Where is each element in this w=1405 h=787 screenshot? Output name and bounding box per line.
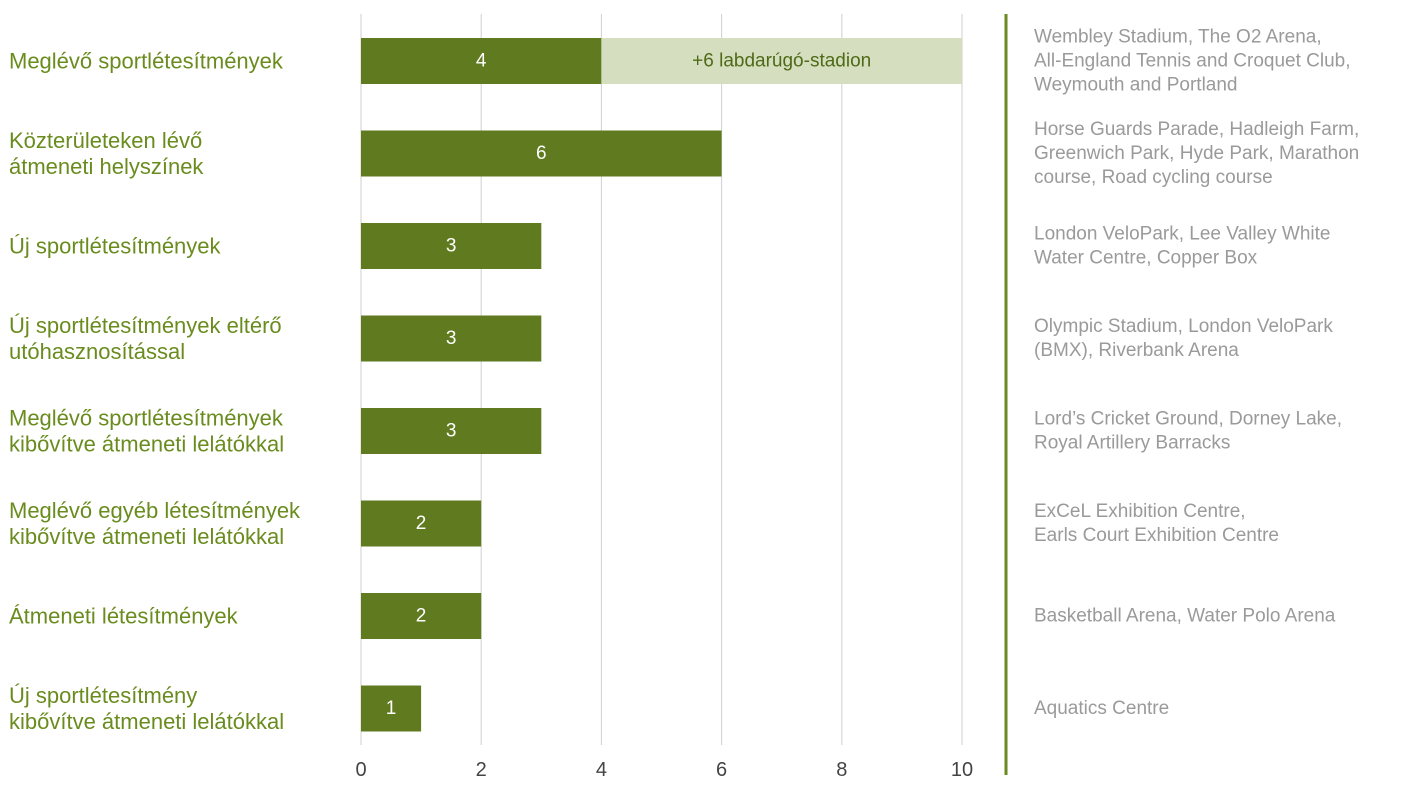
venue-note-line: (BMX), Riverbank Arena bbox=[1034, 340, 1239, 361]
venue-note: Aquatics Centre bbox=[1034, 698, 1169, 719]
x-tick-label: 6 bbox=[716, 759, 727, 781]
category-label-line: Új sportlétesítmény bbox=[9, 683, 197, 708]
bar-value-label: 6 bbox=[536, 143, 547, 164]
category-label: Átmeneti létesítmények bbox=[9, 604, 239, 629]
venue-notes: Wembley Stadium, The O2 Arena, All-Englan… bbox=[1034, 27, 1359, 720]
bar bbox=[361, 685, 422, 732]
venue-note-line: Water Centre, Copper Box bbox=[1034, 248, 1258, 269]
category-label: Közterületeken lévő átmeneti helyszínek bbox=[9, 128, 204, 179]
bar bbox=[361, 593, 482, 639]
x-tick-label: 4 bbox=[596, 759, 607, 781]
category-label-line: Átmeneti létesítmények bbox=[9, 604, 239, 629]
category-label: Új sportlétesítmények bbox=[9, 234, 222, 259]
bar bbox=[361, 408, 542, 454]
venue-note-line: Wembley Stadium, The O2 Arena, bbox=[1034, 27, 1322, 48]
bar-value-label: 3 bbox=[446, 328, 457, 349]
venue-note-line: Lord’s Cricket Ground, Dorney Lake, bbox=[1034, 409, 1342, 430]
venue-note-line: Basketball Arena, Water Polo Arena bbox=[1034, 606, 1336, 627]
bar bbox=[361, 315, 542, 362]
venue-note: Horse Guards Parade, Hadleigh Farm, Green… bbox=[1034, 119, 1359, 188]
venue-note-line: Horse Guards Parade, Hadleigh Farm, bbox=[1034, 119, 1359, 140]
x-tick-label: 10 bbox=[951, 759, 973, 781]
category-label: Meglévő sportlétesítmények bbox=[9, 49, 284, 74]
category-labels: Meglévő sportlétesítmények Közterületeken… bbox=[9, 49, 301, 735]
venue-note-line: Greenwich Park, Hyde Park, Marathon bbox=[1034, 143, 1359, 164]
venue-note: London VeloPark, Lee Valley White Water C… bbox=[1034, 224, 1330, 269]
bar-value-label: 2 bbox=[416, 606, 427, 627]
category-label-line: Meglévő sportlétesítmények bbox=[9, 406, 284, 431]
bar bbox=[361, 223, 542, 269]
bar-value-label: 2 bbox=[416, 513, 427, 534]
venue-note-line: London VeloPark, Lee Valley White bbox=[1034, 224, 1330, 245]
venue-note-line: All-England Tennis and Croquet Club, bbox=[1034, 51, 1351, 72]
bar-value-label: 3 bbox=[446, 421, 457, 442]
bars: 4 6 3 3 3 2 2 1 +6 labdarúgó-stadion bbox=[361, 38, 962, 732]
venue-note-line: Aquatics Centre bbox=[1034, 698, 1169, 719]
venue-note: Olympic Stadium, London VeloPark (BMX), R… bbox=[1034, 316, 1333, 361]
venue-note: Lord’s Cricket Ground, Dorney Lake, Royal… bbox=[1034, 409, 1342, 454]
category-label-line: kibővítve átmeneti lelátókkal bbox=[9, 432, 284, 457]
x-tick-label: 8 bbox=[836, 759, 847, 781]
category-label: Új sportlétesítmények eltérő utóhasznosít… bbox=[9, 313, 282, 364]
extra-bar-segment bbox=[601, 38, 962, 84]
category-label-line: átmeneti helyszínek bbox=[9, 154, 204, 179]
venue-note-line: Earls Court Exhibition Centre bbox=[1034, 525, 1279, 546]
x-tick-label: 2 bbox=[476, 759, 487, 781]
category-label-line: utóhasznosítással bbox=[9, 339, 185, 364]
bar-value-label: 3 bbox=[446, 236, 457, 257]
extra-segment-label: +6 labdarúgó-stadion bbox=[692, 51, 871, 72]
venue-note-line: course, Road cycling course bbox=[1034, 167, 1273, 188]
x-tick-label: 0 bbox=[355, 759, 366, 781]
category-label-line: kibővítve átmeneti lelátókkal bbox=[9, 709, 284, 734]
category-label-line: Meglévő egyéb létesítmények bbox=[9, 498, 301, 523]
venue-note: Basketball Arena, Water Polo Arena bbox=[1034, 606, 1336, 627]
bar bbox=[361, 38, 602, 84]
bar bbox=[361, 500, 482, 547]
venue-note-line: Royal Artillery Barracks bbox=[1034, 433, 1230, 454]
category-label-line: Új sportlétesítmények eltérő bbox=[9, 313, 282, 338]
bar bbox=[361, 130, 722, 177]
venue-note-line: Olympic Stadium, London VeloPark bbox=[1034, 316, 1333, 337]
category-label-line: Új sportlétesítmények bbox=[9, 234, 222, 259]
bar-value-label: 1 bbox=[386, 698, 397, 719]
category-label: Új sportlétesítmény kibővítve átmeneti le… bbox=[9, 683, 284, 734]
category-label-line: Meglévő sportlétesítmények bbox=[9, 49, 284, 74]
venue-note-line: Weymouth and Portland bbox=[1034, 75, 1238, 96]
category-label: Meglévő sportlétesítmények kibővítve átme… bbox=[9, 406, 284, 457]
x-axis-tick-labels: 0 2 4 6 8 10 bbox=[355, 759, 973, 781]
venue-note: Wembley Stadium, The O2 Arena, All-Englan… bbox=[1034, 27, 1351, 96]
category-label-line: kibővítve átmeneti lelátókkal bbox=[9, 524, 284, 549]
venue-note-line: ExCeL Exhibition Centre, bbox=[1034, 501, 1246, 522]
bar-value-label: 4 bbox=[476, 51, 487, 72]
venue-note: ExCeL Exhibition Centre, Earls Court Exhi… bbox=[1034, 501, 1279, 546]
category-label: Meglévő egyéb létesítmények kibővítve átm… bbox=[9, 498, 301, 549]
category-label-line: Közterületeken lévő bbox=[9, 128, 202, 153]
